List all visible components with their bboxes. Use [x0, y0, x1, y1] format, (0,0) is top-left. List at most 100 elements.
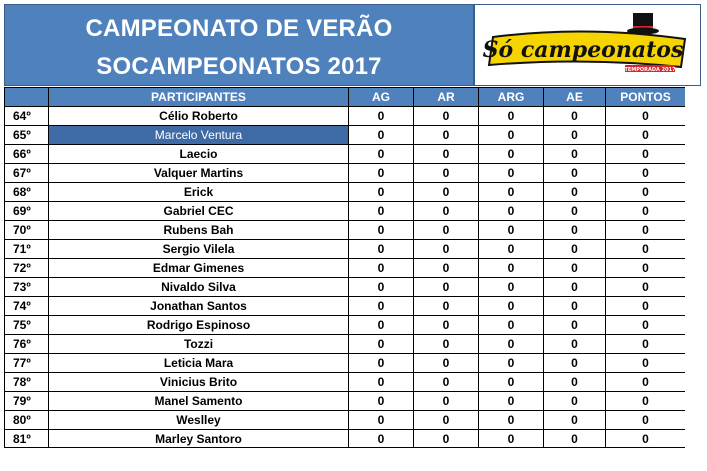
ag-cell[interactable]: 0 [348, 125, 414, 145]
pontos-cell[interactable]: 0 [605, 201, 686, 221]
position-cell[interactable]: 65º [4, 125, 49, 145]
pontos-cell[interactable]: 0 [605, 182, 686, 202]
ag-cell[interactable]: 0 [348, 353, 414, 373]
ag-cell[interactable]: 0 [348, 410, 414, 430]
ar-cell[interactable]: 0 [413, 391, 479, 411]
position-cell[interactable]: 76º [4, 334, 49, 354]
position-cell[interactable]: 80º [4, 410, 49, 430]
participant-cell[interactable]: Nivaldo Silva [48, 277, 349, 297]
pontos-cell[interactable]: 0 [605, 391, 686, 411]
ae-cell[interactable]: 0 [543, 239, 606, 259]
ag-cell[interactable]: 0 [348, 296, 414, 316]
ae-cell[interactable]: 0 [543, 182, 606, 202]
ag-cell[interactable]: 0 [348, 334, 414, 354]
ag-cell[interactable]: 0 [348, 106, 414, 126]
arg-cell[interactable]: 0 [478, 315, 544, 335]
ar-cell[interactable]: 0 [413, 239, 479, 259]
participant-cell[interactable]: Edmar Gimenes [48, 258, 349, 278]
position-cell[interactable]: 73º [4, 277, 49, 297]
participant-cell[interactable]: Gabriel CEC [48, 201, 349, 221]
ae-cell[interactable]: 0 [543, 315, 606, 335]
arg-cell[interactable]: 0 [478, 106, 544, 126]
ae-cell[interactable]: 0 [543, 372, 606, 392]
position-cell[interactable]: 64º [4, 106, 49, 126]
participant-cell[interactable]: Valquer Martins [48, 163, 349, 183]
arg-cell[interactable]: 0 [478, 410, 544, 430]
position-cell[interactable]: 75º [4, 315, 49, 335]
ag-cell[interactable]: 0 [348, 163, 414, 183]
ar-cell[interactable]: 0 [413, 353, 479, 373]
ar-cell[interactable]: 0 [413, 163, 479, 183]
ag-cell[interactable]: 0 [348, 258, 414, 278]
ar-cell[interactable]: 0 [413, 144, 479, 164]
position-cell[interactable]: 67º [4, 163, 49, 183]
ag-cell[interactable]: 0 [348, 144, 414, 164]
arg-cell[interactable]: 0 [478, 334, 544, 354]
arg-cell[interactable]: 0 [478, 201, 544, 221]
arg-cell[interactable]: 0 [478, 277, 544, 297]
pontos-cell[interactable]: 0 [605, 220, 686, 240]
participant-cell[interactable]: Sergio Vilela [48, 239, 349, 259]
ar-cell[interactable]: 0 [413, 277, 479, 297]
ag-cell[interactable]: 0 [348, 391, 414, 411]
ae-cell[interactable]: 0 [543, 296, 606, 316]
participant-cell[interactable]: Tozzi [48, 334, 349, 354]
ag-cell[interactable]: 0 [348, 277, 414, 297]
ae-cell[interactable]: 0 [543, 258, 606, 278]
pontos-cell[interactable]: 0 [605, 144, 686, 164]
ar-cell[interactable]: 0 [413, 334, 479, 354]
ar-cell[interactable]: 0 [413, 106, 479, 126]
arg-cell[interactable]: 0 [478, 125, 544, 145]
pontos-cell[interactable]: 0 [605, 258, 686, 278]
arg-cell[interactable]: 0 [478, 239, 544, 259]
pontos-cell[interactable]: 0 [605, 315, 686, 335]
ae-cell[interactable]: 0 [543, 334, 606, 354]
position-cell[interactable]: 71º [4, 239, 49, 259]
position-cell[interactable]: 66º [4, 144, 49, 164]
pontos-cell[interactable]: 0 [605, 277, 686, 297]
ae-cell[interactable]: 0 [543, 220, 606, 240]
participant-cell[interactable]: Rodrigo Espinoso [48, 315, 349, 335]
ae-cell[interactable]: 0 [543, 201, 606, 221]
ar-cell[interactable]: 0 [413, 201, 479, 221]
ae-cell[interactable]: 0 [543, 144, 606, 164]
position-cell[interactable]: 79º [4, 391, 49, 411]
arg-cell[interactable]: 0 [478, 258, 544, 278]
position-cell[interactable]: 68º [4, 182, 49, 202]
arg-cell[interactable]: 0 [478, 182, 544, 202]
participant-cell[interactable]: Leticia Mara [48, 353, 349, 373]
arg-cell[interactable]: 0 [478, 429, 544, 448]
position-cell[interactable]: 78º [4, 372, 49, 392]
pontos-cell[interactable]: 0 [605, 353, 686, 373]
pontos-cell[interactable]: 0 [605, 372, 686, 392]
ag-cell[interactable]: 0 [348, 182, 414, 202]
participant-cell[interactable]: Marley Santoro [48, 429, 349, 448]
arg-cell[interactable]: 0 [478, 296, 544, 316]
position-cell[interactable]: 70º [4, 220, 49, 240]
ar-cell[interactable]: 0 [413, 315, 479, 335]
ag-cell[interactable]: 0 [348, 315, 414, 335]
ag-cell[interactable]: 0 [348, 372, 414, 392]
pontos-cell[interactable]: 0 [605, 296, 686, 316]
ae-cell[interactable]: 0 [543, 125, 606, 145]
position-cell[interactable]: 77º [4, 353, 49, 373]
position-cell[interactable]: 74º [4, 296, 49, 316]
pontos-cell[interactable]: 0 [605, 125, 686, 145]
ar-cell[interactable]: 0 [413, 296, 479, 316]
participant-cell[interactable]: Vinicius Brito [48, 372, 349, 392]
ae-cell[interactable]: 0 [543, 106, 606, 126]
ar-cell[interactable]: 0 [413, 410, 479, 430]
pontos-cell[interactable]: 0 [605, 106, 686, 126]
ag-cell[interactable]: 0 [348, 201, 414, 221]
ar-cell[interactable]: 0 [413, 372, 479, 392]
ar-cell[interactable]: 0 [413, 429, 479, 448]
ag-cell[interactable]: 0 [348, 220, 414, 240]
participant-cell[interactable]: Weslley [48, 410, 349, 430]
participant-cell[interactable]: Rubens Bah [48, 220, 349, 240]
ag-cell[interactable]: 0 [348, 239, 414, 259]
ar-cell[interactable]: 0 [413, 258, 479, 278]
participant-cell[interactable]: Laecio [48, 144, 349, 164]
participant-cell[interactable]: Célio Roberto [48, 106, 349, 126]
arg-cell[interactable]: 0 [478, 220, 544, 240]
pontos-cell[interactable]: 0 [605, 239, 686, 259]
